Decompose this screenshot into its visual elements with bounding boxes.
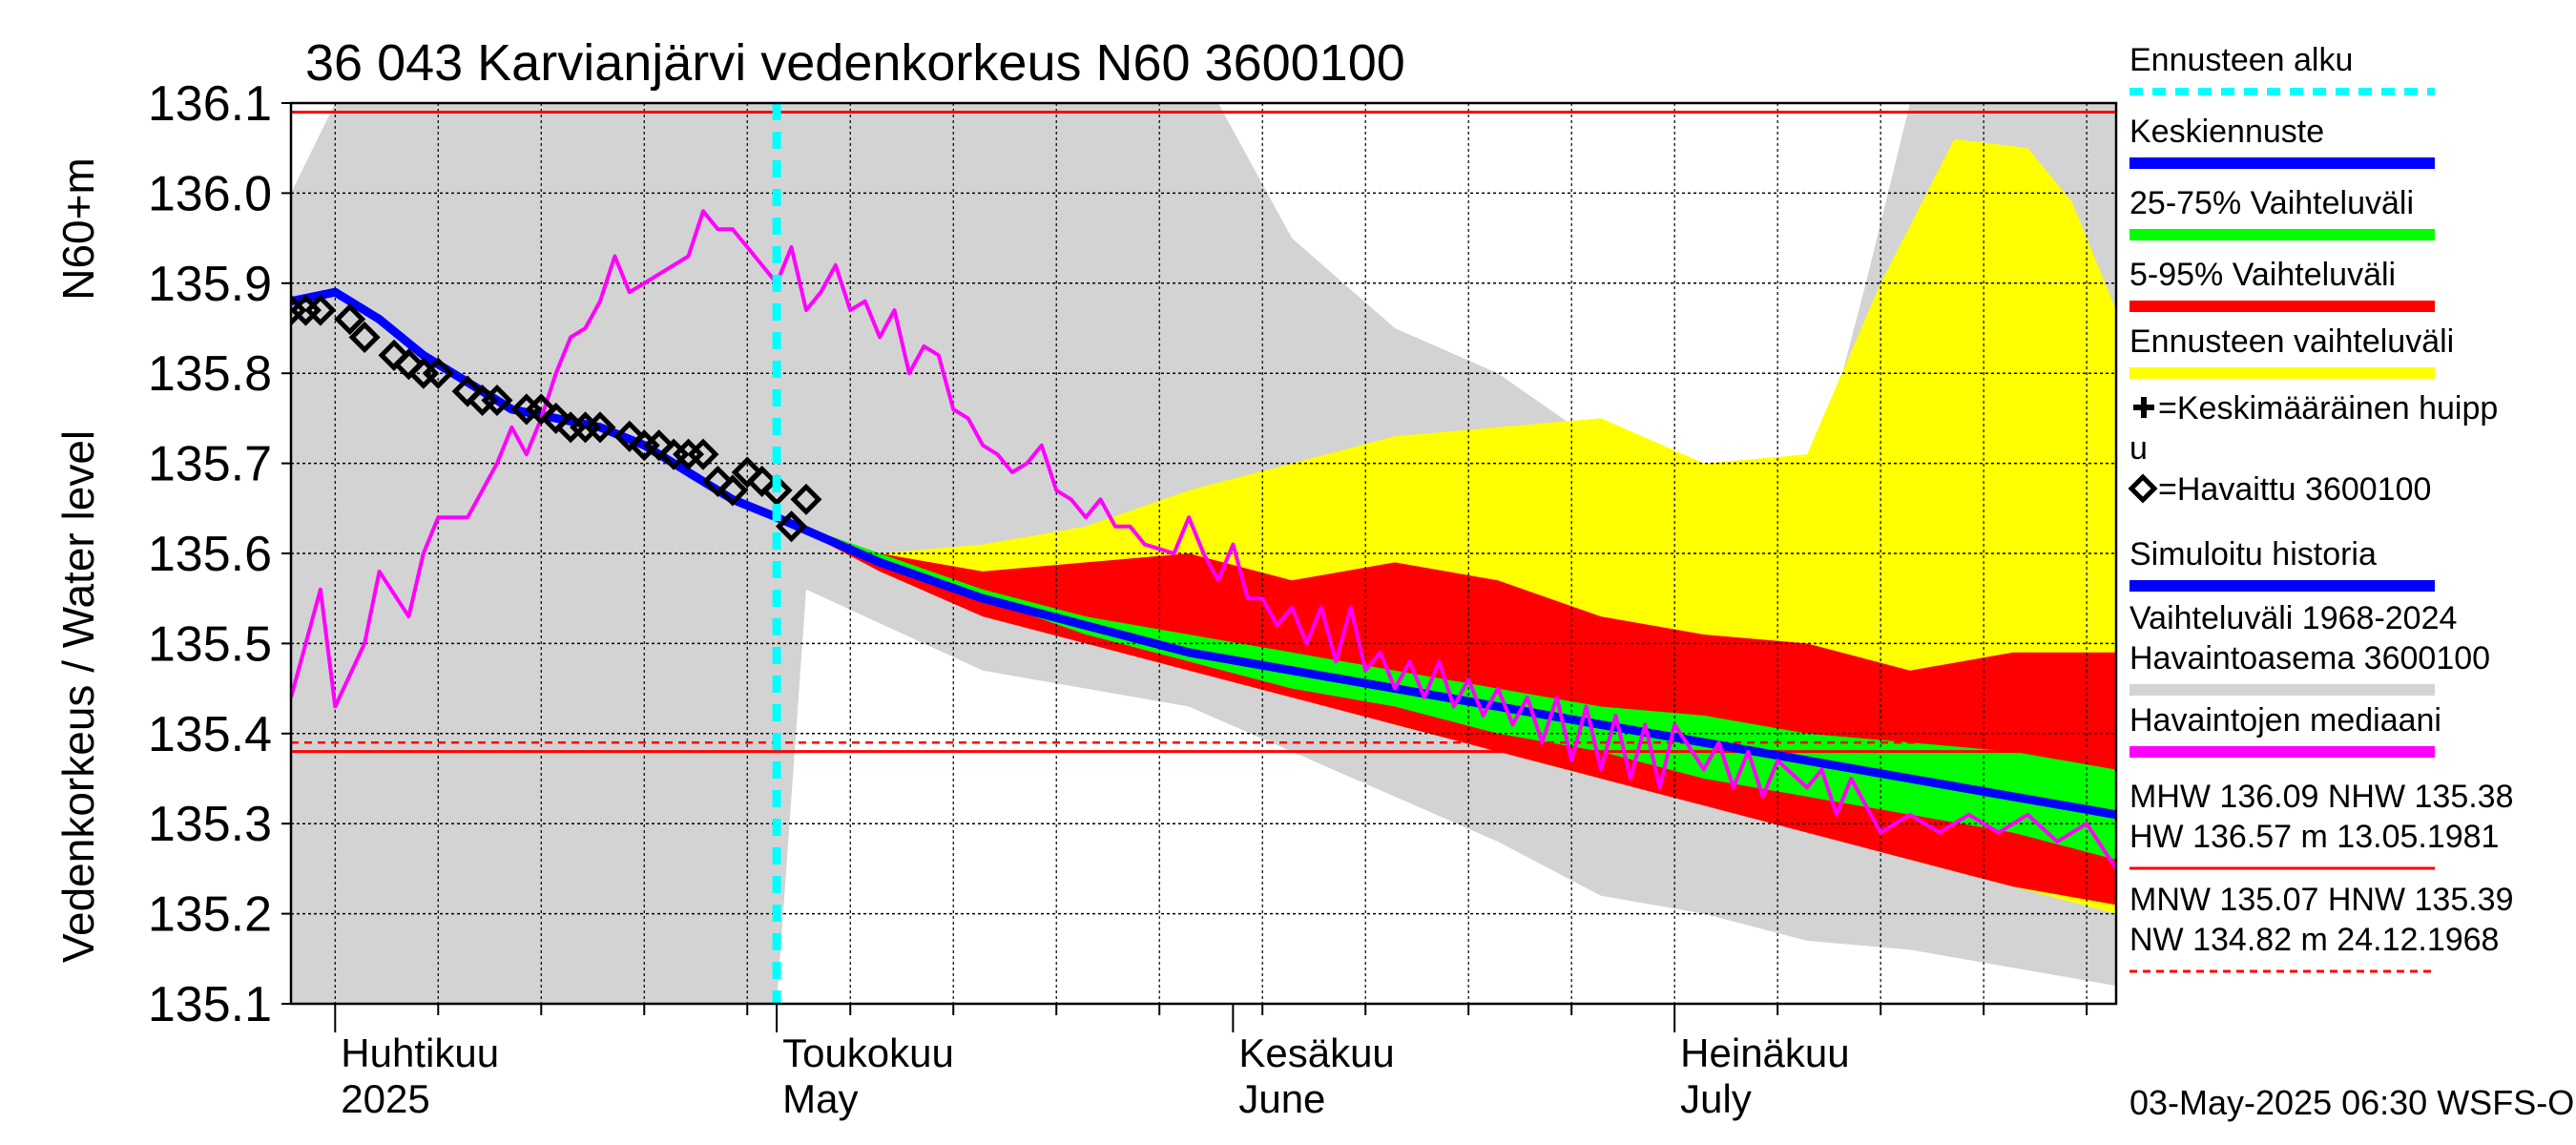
y-tick-label-2: 135.3 <box>148 797 272 852</box>
legend-label2-11: NW 134.82 m 24.12.1968 <box>2129 922 2499 958</box>
mean-forecast-line <box>775 513 2116 820</box>
observed-point-2 <box>304 294 337 326</box>
axis-layer: 135.1 135.2 135.3 135.4 135.5 135.6 135.7 135.8… <box>148 76 2118 1121</box>
legend-label-8: Vaihteluväli 1968-2024 <box>2129 600 2457 636</box>
y-tick-label-10: 136.1 <box>148 76 272 132</box>
y-tick-label-0: 135.1 <box>148 977 272 1032</box>
y-tick-label-5: 135.6 <box>148 527 272 582</box>
observed-point-9 <box>451 375 484 407</box>
month-label-fi-3: Heinäkuu <box>1680 1030 1849 1075</box>
observed-point-29 <box>775 510 808 543</box>
month-label-en-3: July <box>1680 1076 1752 1121</box>
legend-label-7: Simuloitu historia <box>2129 536 2377 572</box>
chart-title: 36 043 Karvianjärvi vedenkorkeus N60 360… <box>305 34 1405 92</box>
legend-label-3: 5-95% Vaihteluväli <box>2129 257 2396 293</box>
legend-label-5: =Keskimääräinen huipp <box>2158 390 2498 427</box>
y-tick-label-4: 135.5 <box>148 616 272 672</box>
month-label-en-0: 2025 <box>341 1076 429 1121</box>
observed-point-4 <box>348 321 381 353</box>
observed-point-24 <box>701 465 734 498</box>
legend-label-6: =Havaittu 3600100 <box>2158 471 2431 508</box>
legend-label-0: Ennusteen alku <box>2129 42 2353 78</box>
legend-label2-8: Havaintoasema 3600100 <box>2129 640 2490 677</box>
median-line <box>291 209 2116 870</box>
legend-label-11: MNW 135.07 HNW 135.39 <box>2129 882 2514 918</box>
observed-point-26 <box>731 456 763 489</box>
legend-label-9: Havaintojen mediaani <box>2129 702 2441 739</box>
y-tick-label-7: 135.8 <box>148 346 272 402</box>
legend-label2-5: u <box>2129 430 2148 467</box>
observed-point-20 <box>643 429 675 462</box>
observed-point-13 <box>525 393 557 426</box>
plot-layer <box>291 103 2116 1004</box>
observed-point-23 <box>687 438 719 470</box>
footer-timestamp: 03-May-2025 06:30 WSFS-O <box>2129 1083 2574 1122</box>
observed-point-28 <box>760 474 793 507</box>
legend-label-4: Ennusteen vaihteluväli <box>2129 323 2454 360</box>
legend-marker-diamond <box>2128 473 2158 504</box>
y-tick-label-9: 136.0 <box>148 166 272 221</box>
observed-point-27 <box>746 465 779 498</box>
legend: Ennusteen alku Keskiennuste 25-75% Vaihtel… <box>2128 42 2514 973</box>
legend-label-2: 25-75% Vaihteluväli <box>2129 185 2414 221</box>
month-label-en-2: June <box>1238 1076 1325 1121</box>
observed-point-11 <box>481 384 513 417</box>
observed-point-3 <box>334 303 366 336</box>
y-axis-label: Vedenkorkeus / Water level <box>53 430 103 963</box>
legend-label-10: MHW 136.09 NHW 135.38 <box>2129 779 2514 815</box>
y-tick-label-1: 135.2 <box>148 887 272 943</box>
observed-point-8 <box>422 357 454 389</box>
observed-point-14 <box>540 402 572 434</box>
observed-point-5 <box>378 339 410 371</box>
y-tick-label-3: 135.4 <box>148 707 272 762</box>
legend-marker-plus <box>2133 397 2154 418</box>
month-label-fi-1: Toukokuu <box>782 1030 954 1075</box>
observed-point-18 <box>613 420 646 452</box>
y-tick-label-6: 135.7 <box>148 437 272 492</box>
legend-label-1: Keskiennuste <box>2129 114 2324 150</box>
month-label-fi-2: Kesäkuu <box>1238 1030 1394 1075</box>
observed-point-6 <box>392 348 425 381</box>
month-label-en-1: May <box>782 1076 858 1121</box>
plot-content <box>291 103 2116 1004</box>
observed-point-25 <box>717 474 749 507</box>
observed-point-17 <box>584 411 616 444</box>
y-axis-units: N60+m <box>53 157 103 301</box>
y-tick-label-8: 135.9 <box>148 257 272 312</box>
observed-point-30 <box>790 483 822 515</box>
legend-label2-10: HW 136.57 m 13.05.1981 <box>2129 819 2499 855</box>
month-label-fi-0: Huhtikuu <box>341 1030 499 1075</box>
